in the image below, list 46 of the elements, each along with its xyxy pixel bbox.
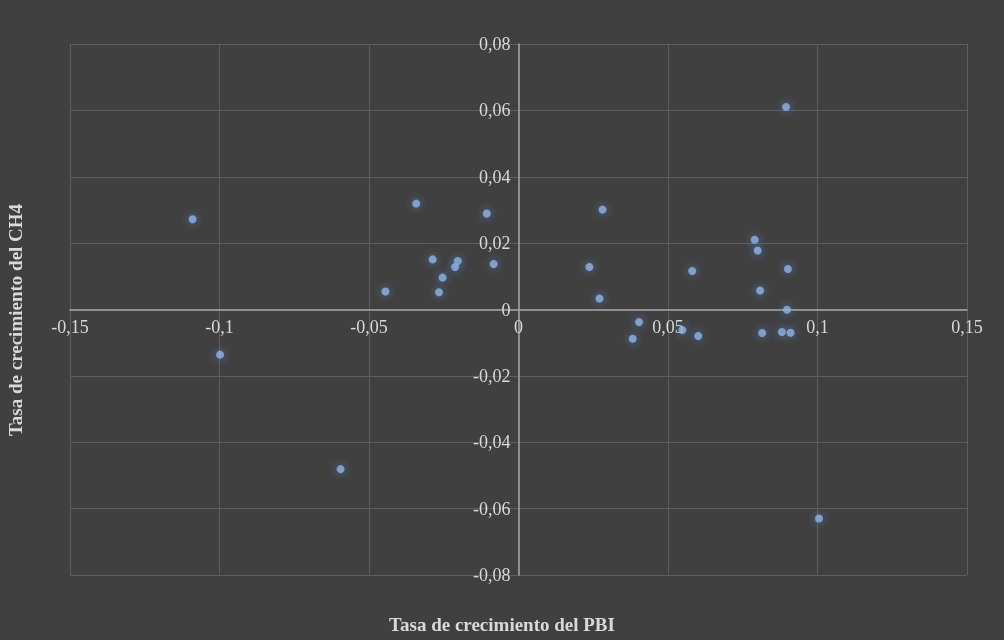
point [750, 235, 759, 244]
y-tick-label: 0,08 [479, 34, 511, 54]
point [783, 265, 792, 274]
point [635, 318, 643, 327]
point [786, 328, 795, 337]
y-tick-label: -0,02 [473, 365, 511, 386]
x-tick-label: 0,1 [806, 316, 829, 337]
x-tick-label: 0,15 [951, 316, 983, 337]
point [598, 205, 607, 214]
point [412, 199, 421, 208]
y-tick-label: -0,04 [473, 432, 511, 453]
point [482, 209, 491, 218]
point [756, 286, 765, 295]
point [188, 215, 197, 224]
point [428, 255, 437, 264]
x-tick-label: -0,15 [51, 316, 89, 337]
point [777, 328, 786, 337]
x-tick-label: -0,1 [205, 316, 234, 337]
point [438, 273, 447, 282]
point [489, 260, 498, 269]
point [688, 267, 697, 275]
point [815, 514, 823, 523]
point [453, 257, 462, 266]
point [381, 287, 390, 296]
point [336, 465, 345, 474]
point [628, 334, 637, 343]
point [758, 329, 767, 338]
x-axis-title: Tasa de crecimiento del PBI [389, 614, 615, 635]
point [782, 103, 791, 112]
y-tick-label: 0 [501, 299, 511, 320]
point [783, 305, 791, 314]
point [595, 294, 604, 303]
point [451, 263, 460, 272]
y-tick-label: -0,06 [473, 498, 511, 519]
y-tick-label: 0,02 [479, 233, 511, 254]
y-tick-label: 0,06 [479, 100, 511, 121]
point [434, 288, 443, 297]
x-tick-label: -0,05 [350, 316, 388, 337]
point [585, 263, 594, 272]
point [753, 246, 762, 255]
x-tick-label: 0,05 [652, 316, 684, 337]
y-tick-label: 0,04 [479, 166, 511, 187]
point [216, 350, 225, 359]
y-tick-label: -0,08 [473, 565, 511, 585]
y-axis-title: Tasa de crecimiento del CH4 [5, 203, 26, 437]
point [694, 332, 703, 341]
